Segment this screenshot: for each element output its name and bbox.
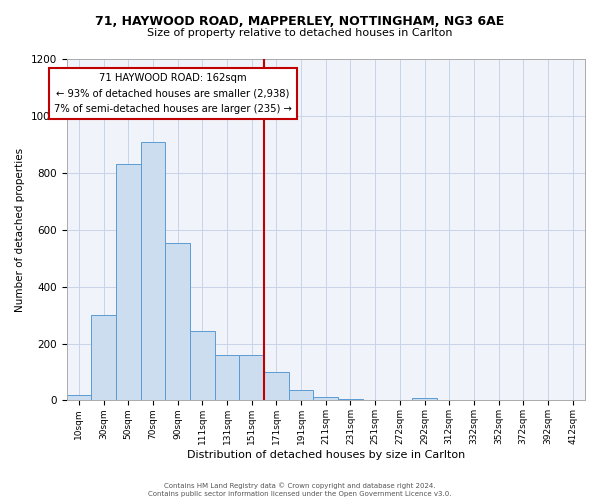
Text: Contains HM Land Registry data © Crown copyright and database right 2024.: Contains HM Land Registry data © Crown c…: [164, 482, 436, 489]
Bar: [67, 396, 91, 400]
X-axis label: Distribution of detached houses by size in Carlton: Distribution of detached houses by size …: [187, 450, 465, 460]
Bar: [140, 142, 165, 400]
Text: 71, HAYWOOD ROAD, MAPPERLEY, NOTTINGHAM, NG3 6AE: 71, HAYWOOD ROAD, MAPPERLEY, NOTTINGHAM,…: [95, 15, 505, 28]
Bar: [91, 315, 116, 400]
Bar: [264, 372, 289, 400]
Text: Size of property relative to detached houses in Carlton: Size of property relative to detached ho…: [147, 28, 453, 38]
Bar: [215, 355, 239, 401]
Bar: [165, 242, 190, 400]
Bar: [412, 398, 437, 400]
Text: 71 HAYWOOD ROAD: 162sqm
← 93% of detached houses are smaller (2,938)
7% of semi-: 71 HAYWOOD ROAD: 162sqm ← 93% of detache…: [54, 72, 292, 114]
Text: Contains public sector information licensed under the Open Government Licence v3: Contains public sector information licen…: [148, 491, 452, 497]
Bar: [239, 355, 264, 401]
Bar: [190, 332, 215, 400]
Bar: [116, 164, 140, 400]
Bar: [289, 390, 313, 400]
Bar: [313, 397, 338, 400]
Y-axis label: Number of detached properties: Number of detached properties: [15, 148, 25, 312]
